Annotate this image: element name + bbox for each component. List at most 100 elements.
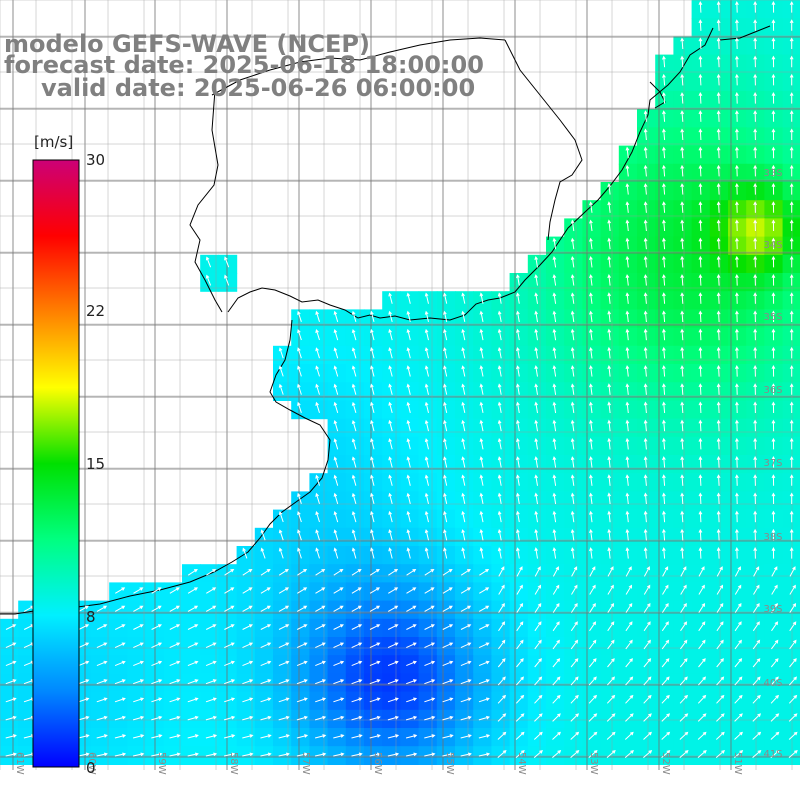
wind-arrow — [96, 605, 108, 612]
wind-arrow — [370, 438, 375, 450]
wind-arrow — [370, 383, 375, 395]
wind-arrow — [498, 584, 505, 595]
wind-arrow — [406, 438, 411, 450]
wind-arrow — [570, 237, 575, 250]
wind-arrow — [735, 146, 739, 159]
wind-arrow — [260, 697, 272, 703]
wind-arrow — [461, 292, 466, 304]
wind-arrow — [114, 642, 126, 649]
wind-arrow — [753, 419, 758, 432]
wind-arrow — [662, 201, 666, 213]
wind-arrow — [771, 365, 776, 377]
wind-arrow — [552, 274, 557, 286]
wind-arrow — [461, 365, 466, 377]
wind-arrow — [552, 510, 557, 523]
wind-arrow — [296, 605, 308, 612]
wind-arrow — [771, 73, 776, 86]
wind-arrow — [516, 676, 524, 686]
coastline — [0, 25, 771, 615]
wind-arrow — [643, 310, 648, 323]
wind-arrow — [424, 605, 435, 612]
wind-arrow — [478, 605, 490, 612]
wind-arrow — [388, 383, 393, 395]
wind-arrow — [224, 568, 235, 576]
wind-arrow — [589, 219, 593, 232]
wind-arrow — [607, 566, 614, 577]
wind-arrow — [625, 310, 630, 323]
wind-arrow — [151, 642, 163, 649]
wind-arrow — [443, 492, 448, 505]
wind-arrow — [351, 474, 357, 486]
wind-arrow — [479, 492, 484, 504]
wind-arrow — [698, 528, 703, 541]
wind-arrow — [443, 456, 448, 468]
wind-arrow — [242, 605, 253, 612]
wind-arrow — [552, 694, 561, 704]
wind-arrow — [716, 621, 724, 632]
wind-arrow — [716, 237, 721, 250]
wind-arrow — [734, 566, 741, 577]
wind-arrow — [497, 749, 507, 758]
wind-arrow — [406, 660, 417, 667]
wind-arrow — [571, 566, 578, 577]
wind-arrow — [698, 255, 703, 268]
wind-arrow — [570, 383, 575, 395]
wind-arrow — [716, 55, 721, 68]
wind-arrow — [625, 566, 632, 577]
wind-arrow — [789, 474, 794, 486]
wind-arrow — [351, 310, 357, 323]
wind-arrow — [589, 602, 596, 613]
forecast-date: forecast date: 2025-06-18 18:00:00 — [4, 51, 484, 79]
wind-arrow — [643, 146, 648, 159]
wind-arrow — [205, 660, 217, 667]
wind-arrow — [552, 492, 557, 505]
wind-arrow — [625, 255, 630, 268]
wind-arrow — [552, 346, 557, 359]
wind-arrow — [753, 201, 758, 213]
wind-arrow — [406, 587, 417, 594]
wind-arrow — [552, 749, 562, 758]
wind-arrow — [297, 365, 302, 377]
wind-arrow — [771, 146, 776, 159]
wind-arrow — [534, 602, 542, 613]
wind-arrow — [698, 92, 703, 104]
wind-arrow — [789, 128, 794, 140]
wind-arrow — [753, 274, 758, 286]
wind-arrow — [351, 456, 357, 468]
wind-arrow — [643, 292, 648, 304]
wind-arrow — [753, 237, 758, 250]
wind-arrow — [789, 383, 794, 395]
wind-arrow — [132, 752, 145, 757]
wind-arrow — [735, 456, 739, 468]
wind-arrow — [278, 605, 290, 612]
wind-arrow — [735, 201, 739, 213]
wind-arrow — [187, 624, 199, 630]
wind-arrow — [351, 347, 357, 359]
wind-arrow — [680, 346, 685, 359]
wind-arrow — [351, 642, 363, 649]
wind-arrow — [698, 584, 705, 595]
wind-arrow — [625, 164, 630, 177]
wind-arrow — [771, 201, 776, 213]
wind-arrow — [297, 547, 302, 559]
wind-arrow — [771, 19, 776, 31]
wind-arrow — [753, 19, 758, 31]
wind-arrow — [169, 752, 181, 757]
wind-arrow — [297, 347, 302, 359]
wind-arrow — [716, 310, 721, 323]
wind-arrow — [534, 713, 543, 722]
wind-arrow — [662, 219, 666, 232]
map-title: modelo GEFS-WAVE (NCEP) — [4, 30, 370, 58]
wind-arrow — [625, 328, 630, 341]
wind-arrow — [589, 274, 593, 286]
wind-arrow — [406, 605, 417, 612]
wind-arrow — [570, 474, 575, 486]
wind-arrow — [405, 734, 418, 739]
wind-arrow — [242, 568, 253, 576]
wind-arrow — [788, 694, 798, 704]
wind-arrow — [698, 310, 703, 323]
wind-arrow — [460, 587, 471, 594]
wind-arrow — [698, 73, 703, 86]
wind-arrow — [625, 456, 630, 468]
